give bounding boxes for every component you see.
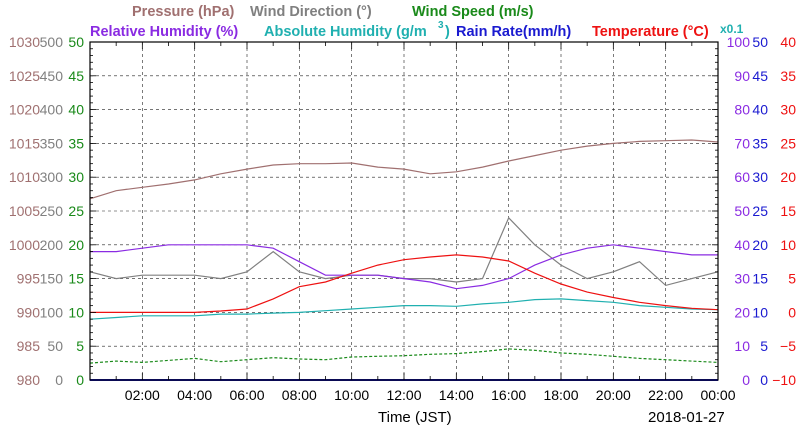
y-tick-label: 10 — [780, 237, 796, 253]
y-tick-label: 25 — [752, 203, 768, 219]
y-tick-label: 30 — [780, 102, 796, 118]
series-line-temp — [90, 254, 719, 313]
x-tick-label: 22:00 — [648, 387, 683, 403]
y-tick-label: 1025 — [9, 68, 40, 84]
legend-rain-rate: Rain Rate(mm/h) — [456, 24, 571, 40]
legend-abs-humidity-scale: x0.1 — [720, 22, 744, 36]
x-tick-label: 16:00 — [491, 387, 526, 403]
legend-absolute-humidity: Absolute Humidity (g/m — [264, 24, 427, 40]
y-tick-label: 985 — [17, 338, 41, 354]
x-tick-label: 04:00 — [177, 387, 212, 403]
y-tick-label: 250 — [40, 203, 64, 219]
x-tick-label: 18:00 — [543, 387, 578, 403]
y-tick-label: 0 — [742, 372, 750, 388]
y-tick-label: 0 — [788, 304, 796, 320]
series-line-direction — [89, 216, 719, 287]
y-tick-label: 80 — [734, 102, 750, 118]
y-tick-label: 1020 — [9, 102, 40, 118]
date-label: 2018-01-27 — [648, 409, 725, 426]
y-tick-label: 5 — [760, 338, 768, 354]
series-line-rh — [90, 244, 718, 290]
y-tick-label: 10 — [734, 338, 750, 354]
y-tick-label: 450 — [40, 68, 64, 84]
y-tick-label: 500 — [40, 34, 64, 50]
y-tick-label: −10 — [772, 372, 796, 388]
legend-wind-speed: Wind Speed (m/s) — [412, 4, 534, 20]
legend-temperature: Temperature (°C) — [592, 24, 709, 40]
y-tick-label: 15 — [68, 271, 84, 287]
y-tick-label: 5 — [788, 271, 796, 287]
y-tick-label: 100 — [40, 304, 64, 320]
legend-relative-humidity: Relative Humidity (%) — [90, 24, 238, 40]
y-tick-label: 10 — [68, 304, 84, 320]
x-tick-label: 00:00 — [700, 387, 735, 403]
y-tick-label: 300 — [40, 169, 64, 185]
y-tick-label: 25 — [68, 203, 84, 219]
y-tick-label: 30 — [734, 271, 750, 287]
y-tick-label: 40 — [734, 237, 750, 253]
y-tick-label: −5 — [780, 338, 796, 354]
y-tick-label: 10 — [752, 304, 768, 320]
legend-pressure: Pressure (hPa) — [132, 4, 235, 20]
y-tick-label: 200 — [40, 237, 64, 253]
y-tick-label: 60 — [734, 169, 750, 185]
y-tick-label: 995 — [17, 271, 41, 287]
y-tick-label: 20 — [734, 304, 750, 320]
y-tick-label: 5 — [76, 338, 84, 354]
x-axis-label: Time (JST) — [378, 409, 452, 426]
y-tick-label: 350 — [40, 135, 64, 151]
y-tick-label: 0 — [76, 372, 84, 388]
y-tick-label: 40 — [752, 102, 768, 118]
y-tick-label: 20 — [752, 237, 768, 253]
y-tick-label: 90 — [734, 68, 750, 84]
y-tick-label: 0 — [760, 372, 768, 388]
series-line-pressure — [89, 139, 719, 200]
y-tick-label: 0 — [55, 372, 63, 388]
y-tick-label: 35 — [68, 135, 84, 151]
y-tick-label: 15 — [752, 271, 768, 287]
y-tick-label: 50 — [68, 34, 84, 50]
y-tick-label: 1010 — [9, 169, 40, 185]
y-tick-label: 1030 — [9, 34, 40, 50]
x-tick-label: 02:00 — [125, 387, 160, 403]
y-tick-label: 50 — [734, 203, 750, 219]
y-tick-label: 980 — [17, 372, 41, 388]
y-tick-label: 30 — [68, 169, 84, 185]
y-tick-label: 1015 — [9, 135, 40, 151]
x-axis-ticks: 02:00 04:00 06:00 08:00 10:00 12:00 14:00 16:00… — [89, 42, 736, 403]
x-tick-label: 14:00 — [439, 387, 474, 403]
y-tick-label: 45 — [752, 68, 768, 84]
y-tick-label: 50 — [752, 34, 768, 50]
y-tick-label: 1000 — [9, 237, 40, 253]
grid — [90, 42, 718, 380]
y-tick-label: 1005 — [9, 203, 40, 219]
legend-absolute-humidity-close: ) — [445, 24, 450, 40]
y-tick-label: 150 — [40, 271, 64, 287]
x-tick-label: 08:00 — [282, 387, 317, 403]
x-tick-label: 06:00 — [229, 387, 264, 403]
y-tick-label: 50 — [47, 338, 63, 354]
y-tick-label: 35 — [780, 68, 796, 84]
y-tick-label: 30 — [752, 169, 768, 185]
legend-absolute-humidity-sup: 3 — [438, 20, 444, 31]
y-tick-label: 990 — [17, 304, 41, 320]
y-tick-label: 100 — [727, 34, 751, 50]
y-tick-label: 45 — [68, 68, 84, 84]
y-tick-label: 40 — [68, 102, 84, 118]
series-line-rh — [89, 298, 719, 320]
y-tick-label: 25 — [780, 135, 796, 151]
legend-wind-direction: Wind Direction (°) — [250, 4, 372, 20]
y-tick-label: 400 — [40, 102, 64, 118]
x-tick-label: 20:00 — [596, 387, 631, 403]
y-tick-label: 20 — [68, 237, 84, 253]
y-tick-label: 70 — [734, 135, 750, 151]
y-tick-label: 15 — [780, 203, 796, 219]
y-axis-ticks: 9809859909951000100510101015102010251030… — [9, 34, 796, 388]
y-tick-label: 40 — [780, 34, 796, 50]
y-tick-label: 20 — [780, 169, 796, 185]
y-tick-label: 35 — [752, 135, 768, 151]
x-tick-label: 10:00 — [334, 387, 369, 403]
x-tick-label: 12:00 — [386, 387, 421, 403]
